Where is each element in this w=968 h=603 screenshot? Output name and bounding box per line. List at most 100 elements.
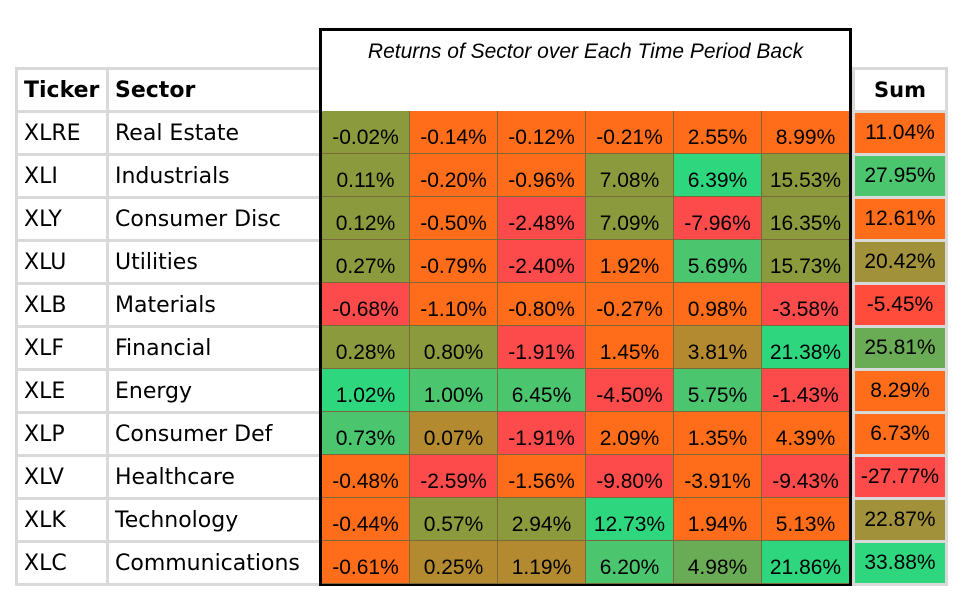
sector-cell: Industrials [109, 156, 321, 196]
return-cell: 16.35% [762, 197, 849, 240]
return-cell: 1.02% [322, 369, 410, 412]
returns-grid: Returns of Sector over Each Time Period … [319, 28, 852, 586]
ticker-cell: XLP [18, 414, 106, 454]
return-cell: 2.55% [674, 111, 762, 154]
ticker-sector-table: Ticker Sector XLRE Real Estate XLI Industri… [15, 67, 324, 586]
return-cell: 21.86% [762, 541, 849, 584]
ticker-cell: XLU [18, 242, 106, 282]
returns-row: -0.61% 0.25% 1.19% 6.20% 4.98% 21.86% [322, 541, 849, 584]
return-cell: 5.13% [762, 498, 849, 541]
return-cell: 21.38% [762, 326, 849, 369]
return-cell: -0.48% [322, 455, 410, 498]
ticker-header: Ticker [18, 70, 106, 110]
sector-cell: Consumer Disc [109, 199, 321, 239]
table-row: XLF Financial [18, 328, 321, 368]
sum-cell: 20.42% [855, 242, 945, 282]
sector-cell: Technology [109, 500, 321, 540]
return-cell: 1.94% [674, 498, 762, 541]
return-cell: 1.35% [674, 412, 762, 455]
sector-cell: Financial [109, 328, 321, 368]
ticker-cell: XLC [18, 543, 106, 583]
sector-cell: Utilities [109, 242, 321, 282]
return-cell: 1.00% [410, 369, 498, 412]
ticker-cell: XLRE [18, 113, 106, 153]
returns-row: 0.11% -0.20% -0.96% 7.08% 6.39% 15.53% [322, 154, 849, 197]
ticker-cell: XLK [18, 500, 106, 540]
returns-row: 0.27% -0.79% -2.40% 1.92% 5.69% 15.73% [322, 240, 849, 283]
return-cell: -0.80% [498, 283, 586, 326]
return-cell: 0.25% [410, 541, 498, 584]
sum-cell: 27.95% [855, 156, 945, 196]
table-row: XLRE Real Estate [18, 113, 321, 153]
ticker-cell: XLE [18, 371, 106, 411]
return-cell: -9.43% [762, 455, 849, 498]
returns-row: 1.02% 1.00% 6.45% -4.50% 5.75% -1.43% [322, 369, 849, 412]
return-cell: -0.79% [410, 240, 498, 283]
table-row: XLE Energy [18, 371, 321, 411]
return-cell: -0.20% [410, 154, 498, 197]
ticker-cell: XLI [18, 156, 106, 196]
return-cell: -9.80% [586, 455, 674, 498]
return-cell: -2.40% [498, 240, 586, 283]
return-cell: 4.39% [762, 412, 849, 455]
return-cell: 15.73% [762, 240, 849, 283]
returns-cells: -0.02% -0.14% -0.12% -0.21% 2.55% 8.99% 0.11% -… [322, 111, 849, 584]
sector-cell: Materials [109, 285, 321, 325]
returns-row: 0.28% 0.80% -1.91% 1.45% 3.81% 21.38% [322, 326, 849, 369]
ticker-cell: XLF [18, 328, 106, 368]
return-cell: 7.09% [586, 197, 674, 240]
sum-cell: 22.87% [855, 500, 945, 540]
return-cell: 6.45% [498, 369, 586, 412]
sum-cell: 6.73% [855, 414, 945, 454]
sum-cell: -5.45% [855, 285, 945, 325]
sector-cell: Energy [109, 371, 321, 411]
returns-row: -0.02% -0.14% -0.12% -0.21% 2.55% 8.99% [322, 111, 849, 154]
return-cell: 4.98% [674, 541, 762, 584]
return-cell: 0.11% [322, 154, 410, 197]
return-cell: 5.75% [674, 369, 762, 412]
return-cell: 0.57% [410, 498, 498, 541]
return-cell: 2.09% [586, 412, 674, 455]
table-row: XLC Communications [18, 543, 321, 583]
return-cell: 12.73% [586, 498, 674, 541]
sector-cell: Communications [109, 543, 321, 583]
return-cell: 15.53% [762, 154, 849, 197]
returns-row: 0.12% -0.50% -2.48% 7.09% -7.96% 16.35% [322, 197, 849, 240]
sum-column: Sum 11.04% 27.95% 12.61% 20.42% -5.45% 25.81%… [852, 67, 948, 586]
returns-row: -0.48% -2.59% -1.56% -9.80% -3.91% -9.43% [322, 455, 849, 498]
return-cell: -0.50% [410, 197, 498, 240]
table-row: XLB Materials [18, 285, 321, 325]
ticker-cell: XLV [18, 457, 106, 497]
return-cell: 6.20% [586, 541, 674, 584]
return-cell: -0.68% [322, 283, 410, 326]
return-cell: -3.91% [674, 455, 762, 498]
return-cell: -0.61% [322, 541, 410, 584]
return-cell: 1.92% [586, 240, 674, 283]
return-cell: -3.58% [762, 283, 849, 326]
sum-cell: -27.77% [855, 457, 945, 497]
return-cell: 2.94% [498, 498, 586, 541]
table-row: XLV Healthcare [18, 457, 321, 497]
return-cell: 7.08% [586, 154, 674, 197]
return-cell: 1.45% [586, 326, 674, 369]
sum-cell: 11.04% [855, 113, 945, 153]
return-cell: -2.48% [498, 197, 586, 240]
table-row: XLI Industrials [18, 156, 321, 196]
returns-row: -0.44% 0.57% 2.94% 12.73% 1.94% 5.13% [322, 498, 849, 541]
sum-cell: 12.61% [855, 199, 945, 239]
return-cell: 0.27% [322, 240, 410, 283]
return-cell: 1.19% [498, 541, 586, 584]
return-cell: -1.91% [498, 412, 586, 455]
sector-header: Sector [109, 70, 321, 110]
table-row: XLY Consumer Disc [18, 199, 321, 239]
return-cell: -0.27% [586, 283, 674, 326]
return-cell: 8.99% [762, 111, 849, 154]
return-cell: -2.59% [410, 455, 498, 498]
return-cell: 3.81% [674, 326, 762, 369]
return-cell: 0.28% [322, 326, 410, 369]
sum-cell: 8.29% [855, 371, 945, 411]
return-cell: -0.44% [322, 498, 410, 541]
sum-cell: 25.81% [855, 328, 945, 368]
return-cell: -4.50% [586, 369, 674, 412]
return-cell: -0.96% [498, 154, 586, 197]
